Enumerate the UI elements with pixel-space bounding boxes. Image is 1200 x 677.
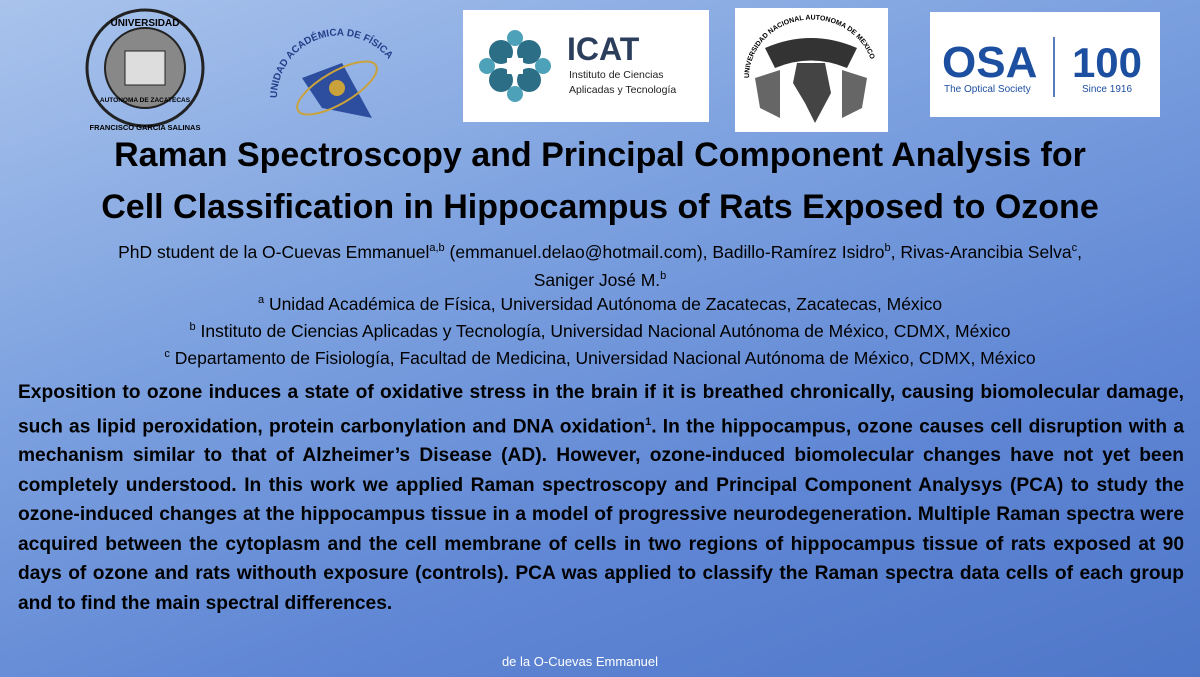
uaz-logo: UNIVERSIDAD AUTONOMA DE ZACATECAS FRANCI… (85, 8, 205, 132)
affiliation-sup: a (257, 294, 265, 306)
abstract-ref: 1 (645, 415, 652, 428)
uaz-top: UNIVERSIDAD (111, 18, 180, 29)
icat-line1: Instituto de Ciencias (569, 69, 664, 81)
abstract-text: Exposition to ozone induces a state of o… (18, 382, 1184, 437)
osa-logo: OSA The Optical Society 100 Since 1916 (930, 12, 1160, 117)
author: (emmanuel.delao@hotmail.com), Badillo-Ra… (449, 241, 885, 262)
author-sup: a,b (429, 242, 445, 254)
osa-anniversary: 100 (1072, 39, 1142, 86)
icat-line2: Aplicadas y Tecnología (569, 84, 676, 96)
author-sup: b (660, 269, 667, 282)
osa-since: Since 1916 (1082, 84, 1132, 95)
icat-logo: ICAT Instituto de Ciencias Aplicadas y T… (463, 10, 709, 122)
abstract-text: . In the hippocampus, ozone causes cell … (18, 415, 1184, 614)
author: PhD student de la O-Cuevas Emmanuel (118, 241, 430, 262)
uaz-bottom: FRANCISCO GARCIA SALINAS (90, 123, 201, 132)
affiliation-text: Unidad Académica de Física, Universidad … (268, 293, 943, 314)
abstract: Exposition to ozone induces a state of o… (18, 378, 1184, 618)
author: , Rivas-Arancibia Selva (890, 241, 1072, 262)
osa-name: OSA (942, 38, 1037, 87)
uaf-logo: UNIDAD ACADÉMICA DE FÍSICA (269, 27, 395, 118)
footer: de la O-Cuevas Emmanuel (501, 654, 659, 669)
author: , Saniger José M. (533, 241, 1082, 290)
affiliation-sup: c (164, 348, 170, 360)
title-line1: Raman Spectroscopy and Principal Compone… (114, 136, 1086, 174)
author-sup: b (884, 242, 891, 254)
author-sup: c (1071, 242, 1078, 254)
title-line2: Cell Classification in Hippocampus of Ra… (101, 188, 1099, 226)
authors: PhD student de la O-Cuevas Emmanuela,b (… (90, 236, 1110, 292)
osa-subtitle: The Optical Society (944, 84, 1031, 95)
affiliation-text: Instituto de Ciencias Aplicadas y Tecnol… (200, 320, 1011, 341)
affiliation-sup: b (189, 321, 196, 333)
icat-name: ICAT (567, 31, 640, 67)
affiliation: a Unidad Académica de Física, Universida… (20, 288, 1180, 316)
affiliation: b Instituto de Ciencias Aplicadas y Tecn… (20, 315, 1180, 343)
uaz-middle: AUTONOMA DE ZACATECAS (100, 97, 191, 104)
affiliation: c Departamento de Fisiología, Facultad d… (20, 342, 1180, 370)
affiliation-text: Departamento de Fisiología, Facultad de … (174, 347, 1036, 368)
unam-logo: UNIVERSIDAD NACIONAL AUTONOMA DE MEXICO (735, 8, 888, 132)
